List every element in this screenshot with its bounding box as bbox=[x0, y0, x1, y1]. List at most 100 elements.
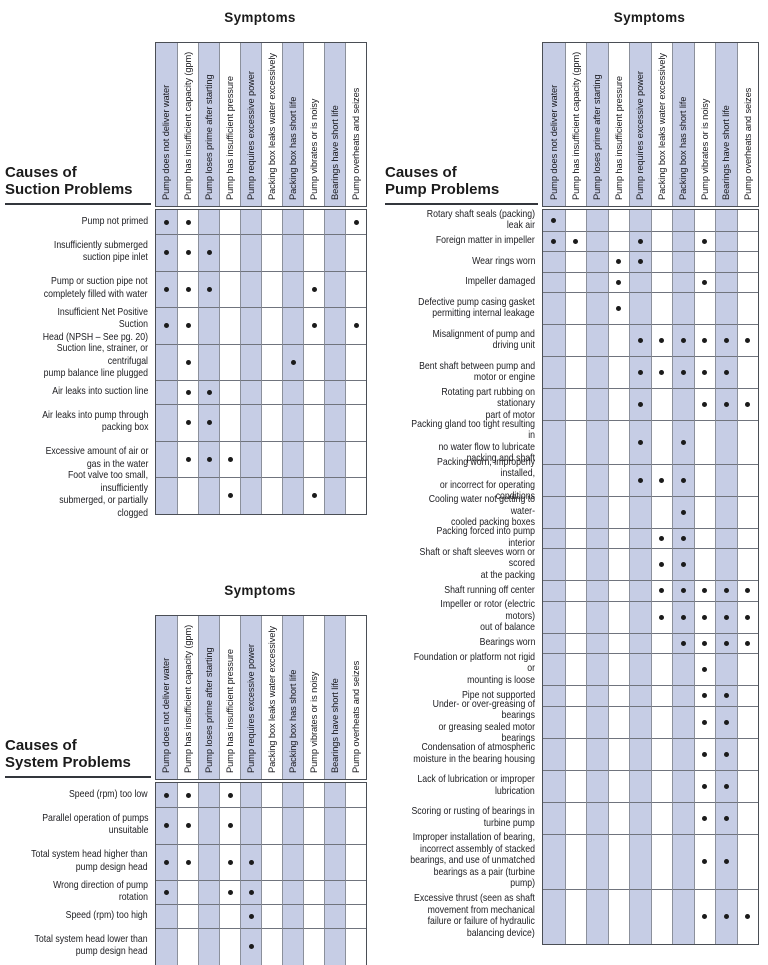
dot-marker-icon bbox=[680, 338, 686, 343]
matrix-cell bbox=[693, 737, 715, 770]
matrix-cell bbox=[219, 807, 240, 844]
causes-title: Causes of Pump Problems bbox=[385, 164, 538, 205]
matrix-cell bbox=[543, 580, 565, 601]
matrix-cell bbox=[736, 801, 758, 834]
matrix-row bbox=[543, 705, 758, 738]
symptom-column-header: Pump does not deliver water bbox=[156, 43, 177, 206]
matrix-cell bbox=[177, 210, 198, 234]
dot-marker-icon bbox=[185, 323, 191, 329]
matrix-cell bbox=[240, 807, 261, 844]
symptom-column-header: Pump has insufficient pressure bbox=[219, 616, 240, 779]
matrix-cell bbox=[219, 928, 240, 965]
matrix-cell bbox=[564, 527, 586, 548]
matrix-cell bbox=[650, 324, 672, 356]
matrix-cell bbox=[607, 632, 629, 653]
dot-marker-icon bbox=[680, 562, 686, 567]
matrix-cell bbox=[629, 580, 651, 601]
dot-marker-icon bbox=[745, 588, 751, 594]
matrix-cell bbox=[240, 880, 261, 904]
symptom-column-header: Pump overheats and seizes bbox=[736, 43, 759, 206]
cause-row-label: Lack of lubrication or improper lubricat… bbox=[385, 770, 542, 802]
matrix-cell bbox=[564, 356, 586, 388]
matrix-row bbox=[543, 292, 758, 324]
matrix-cell bbox=[672, 292, 694, 324]
matrix-cell bbox=[156, 880, 177, 904]
matrix-cell bbox=[156, 807, 177, 844]
cause-row-label: Pipe not supported bbox=[385, 685, 542, 706]
dot-marker-icon bbox=[248, 944, 254, 950]
matrix-cell bbox=[672, 685, 694, 706]
matrix-cell bbox=[736, 463, 758, 496]
matrix-cell bbox=[672, 463, 694, 496]
dot-marker-icon bbox=[702, 238, 708, 244]
matrix-cell bbox=[672, 210, 694, 231]
dot-marker-icon bbox=[185, 859, 191, 865]
symptom-column-header: Packing box leaks water excessively bbox=[650, 43, 673, 206]
matrix-cell bbox=[324, 380, 345, 404]
matrix-cell bbox=[303, 807, 324, 844]
matrix-cell bbox=[240, 210, 261, 234]
dot-marker-icon bbox=[637, 238, 643, 244]
dot-marker-icon bbox=[723, 640, 729, 646]
matrix-cell bbox=[282, 234, 303, 271]
matrix-cell bbox=[736, 888, 758, 944]
matrix-cell bbox=[564, 801, 586, 834]
matrix-cell bbox=[693, 230, 715, 251]
matrix-cell bbox=[715, 527, 737, 548]
cause-label-text: Cooling water not getting to water- cool… bbox=[428, 494, 535, 529]
matrix-cell bbox=[282, 380, 303, 404]
matrix-cell bbox=[607, 495, 629, 528]
matrix-cell bbox=[629, 527, 651, 548]
matrix-cell bbox=[564, 833, 586, 889]
matrix-cell bbox=[715, 632, 737, 653]
matrix-cell bbox=[198, 477, 219, 514]
matrix-cell bbox=[607, 705, 629, 738]
matrix-cell bbox=[607, 356, 629, 388]
matrix-cell bbox=[198, 380, 219, 404]
matrix-cell bbox=[629, 548, 651, 580]
matrix-cell bbox=[586, 324, 608, 356]
cause-row-label: Bearings worn bbox=[385, 633, 542, 654]
matrix-cell bbox=[736, 292, 758, 324]
dot-marker-icon bbox=[311, 323, 317, 329]
matrix-cell bbox=[324, 307, 345, 344]
matrix-cell bbox=[715, 548, 737, 580]
matrix-cell bbox=[198, 928, 219, 965]
dot-marker-icon bbox=[723, 859, 729, 864]
symptom-column-label: Packing box has short life bbox=[678, 96, 689, 200]
matrix-cell bbox=[629, 769, 651, 802]
matrix-cell bbox=[219, 880, 240, 904]
matrix-cell bbox=[240, 477, 261, 514]
matrix-cell bbox=[564, 271, 586, 292]
matrix-cell bbox=[607, 833, 629, 889]
dot-marker-icon bbox=[227, 859, 233, 865]
matrix-cell bbox=[607, 420, 629, 464]
matrix-cell bbox=[156, 404, 177, 441]
cause-label-text: Impeller damaged bbox=[465, 276, 535, 287]
dot-marker-icon bbox=[637, 477, 643, 483]
matrix-cell bbox=[543, 548, 565, 580]
matrix-cell bbox=[650, 685, 672, 706]
cause-row-label: Wear rings worn bbox=[385, 251, 542, 272]
matrix-cell bbox=[629, 356, 651, 388]
matrix-cell bbox=[564, 420, 586, 464]
matrix-cell bbox=[607, 324, 629, 356]
matrix-cell bbox=[736, 600, 758, 633]
matrix-cell bbox=[282, 404, 303, 441]
cause-label-text: Bearings worn bbox=[479, 637, 535, 648]
matrix-cell bbox=[564, 600, 586, 633]
symptom-column-header: Pump vibrates or is noisy bbox=[303, 616, 324, 779]
matrix-cell bbox=[736, 420, 758, 464]
symptom-column-header: Pump requires excessive power bbox=[240, 43, 261, 206]
matrix-row bbox=[543, 210, 758, 231]
matrix-cell bbox=[672, 632, 694, 653]
matrix-cell bbox=[736, 230, 758, 251]
matrix-cell bbox=[219, 477, 240, 514]
matrix-row bbox=[543, 230, 758, 251]
symptom-column-header: Pump has insufficient capacity (gpm) bbox=[177, 43, 198, 206]
dot-marker-icon bbox=[702, 588, 708, 594]
dot-marker-icon bbox=[702, 640, 708, 646]
dot-marker-icon bbox=[723, 914, 729, 919]
dot-marker-icon bbox=[227, 792, 233, 798]
cause-label-text: Parallel operation of pumps unsuitable bbox=[41, 812, 148, 837]
